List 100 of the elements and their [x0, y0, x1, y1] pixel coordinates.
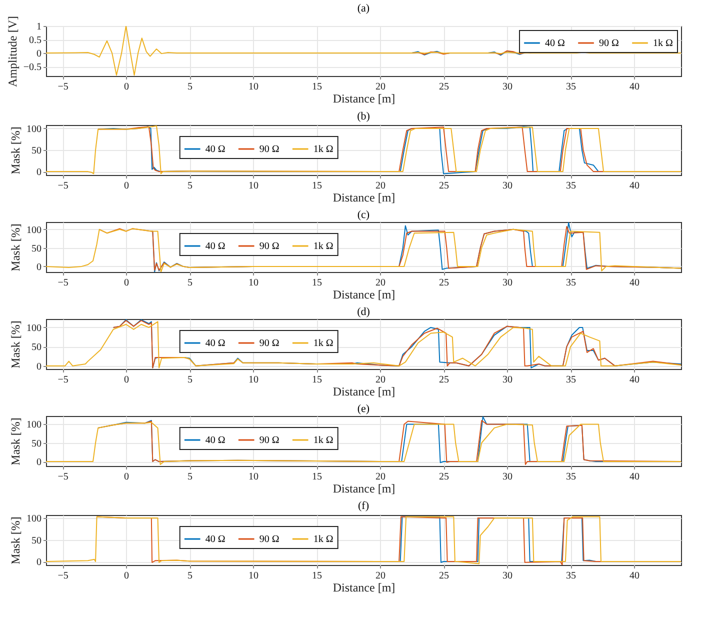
y-tick-label: 0 [36, 262, 42, 273]
x-axis-title: Distance [m] [332, 482, 396, 496]
x-tick-label: 20 [376, 82, 386, 92]
x-axis-title: Distance [m] [332, 384, 396, 398]
x-tick-label: 15 [312, 374, 322, 386]
legend-label: 1k Ω [653, 38, 673, 49]
y-tick-label: 100 [26, 420, 42, 431]
legend-label: 1k Ω [313, 144, 334, 155]
legend-label: 1k Ω [313, 338, 334, 349]
x-tick-label: 35 [566, 570, 576, 582]
x-tick-label: 40 [630, 374, 640, 386]
chart-title: (d) [357, 306, 370, 318]
x-tick-label: 10 [248, 82, 259, 92]
x-tick-label: 25 [439, 570, 450, 582]
x-tick-label: 35 [566, 472, 576, 482]
x-tick-label: 35 [566, 278, 576, 288]
legend-label: 40 Ω [205, 241, 226, 252]
x-tick-label: −5 [58, 82, 68, 92]
x-tick-label: 20 [376, 278, 386, 288]
x-tick-label: 25 [439, 180, 450, 192]
x-tick-label: 5 [188, 374, 193, 386]
x-tick-label: 30 [502, 180, 513, 192]
x-tick-label: 5 [188, 82, 193, 92]
x-tick-label: 20 [376, 472, 386, 482]
legend-label: 90 Ω [259, 241, 280, 252]
y-axis-title: Mask [%] [8, 516, 22, 564]
x-tick-label: 10 [248, 180, 259, 192]
x-tick-label: 0 [124, 570, 130, 582]
x-tick-label: 15 [312, 570, 322, 582]
x-tick-label: 0 [124, 374, 130, 386]
y-tick-label: 0 [36, 361, 42, 372]
x-tick-label: 30 [502, 570, 513, 582]
x-tick-label: 15 [312, 180, 322, 192]
x-tick-label: 0 [124, 82, 130, 92]
chart-title: (a) [357, 2, 370, 15]
x-tick-label: 40 [630, 180, 640, 192]
y-tick-label: 100 [26, 514, 42, 525]
legend-label: 1k Ω [313, 435, 334, 446]
x-tick-label: 10 [248, 374, 259, 386]
x-tick-label: 20 [376, 180, 386, 192]
x-tick-label: 25 [439, 82, 450, 92]
legend-label: 40 Ω [205, 144, 226, 155]
y-tick-label: 100 [26, 124, 42, 135]
x-axis-title: Distance [m] [332, 580, 396, 594]
y-tick-label: 50 [32, 438, 42, 450]
legend-label: 40 Ω [205, 338, 226, 349]
legend-label: 90 Ω [259, 144, 280, 155]
y-tick-label: 50 [32, 146, 42, 156]
chart-title: (f) [358, 500, 370, 512]
y-tick-label: 100 [26, 322, 42, 334]
x-tick-label: −5 [58, 570, 68, 582]
y-tick-label: 50 [32, 342, 42, 354]
x-tick-label: 35 [566, 82, 576, 92]
x-tick-label: 5 [188, 180, 193, 192]
x-tick-label: 0 [124, 472, 130, 482]
y-axis-title: Mask [%] [8, 320, 22, 368]
x-tick-label: −5 [58, 374, 68, 386]
y-tick-label: 50 [32, 535, 42, 546]
legend-label: 90 Ω [259, 338, 280, 349]
x-axis-title: Distance [m] [332, 190, 396, 204]
x-tick-label: 20 [376, 374, 386, 386]
legend-label: 40 Ω [205, 435, 226, 446]
x-tick-label: 10 [248, 472, 259, 482]
x-axis-title: Distance [m] [332, 288, 396, 302]
legend-label: 90 Ω [259, 534, 280, 545]
legend-label: 90 Ω [259, 435, 280, 446]
x-tick-label: 40 [630, 472, 640, 482]
x-tick-label: 35 [566, 180, 576, 192]
x-tick-label: 25 [439, 472, 450, 482]
y-tick-label: 0 [36, 167, 42, 178]
y-tick-label: 0 [36, 48, 42, 60]
x-tick-label: 35 [566, 374, 576, 386]
y-tick-label: 100 [26, 224, 42, 236]
x-tick-label: 30 [502, 472, 513, 482]
x-tick-label: 40 [630, 570, 640, 582]
x-tick-label: 5 [188, 570, 193, 582]
y-tick-label: 0 [36, 457, 42, 468]
y-tick-label: 0.5 [29, 35, 42, 46]
y-tick-label: 1 [36, 22, 42, 32]
y-tick-label: 50 [32, 243, 42, 254]
x-tick-label: 30 [502, 82, 513, 92]
x-axis-title: Distance [m] [332, 92, 396, 106]
x-tick-label: −5 [58, 472, 68, 482]
chart-title: (b) [357, 110, 370, 122]
x-tick-label: 25 [439, 278, 450, 288]
x-tick-label: 0 [124, 180, 130, 192]
legend-label: 1k Ω [313, 241, 334, 252]
x-tick-label: 15 [312, 278, 322, 288]
x-tick-label: 20 [376, 570, 386, 582]
x-tick-label: 10 [248, 278, 259, 288]
x-tick-label: −5 [58, 278, 68, 288]
x-tick-label: 15 [312, 82, 322, 92]
y-axis-title: Amplitude [V] [5, 16, 20, 87]
x-tick-label: 25 [439, 374, 450, 386]
x-tick-label: 40 [630, 278, 640, 288]
y-axis-title: Mask [%] [8, 418, 22, 466]
y-tick-label: −0.5 [23, 62, 42, 74]
y-tick-label: 0 [36, 557, 42, 568]
x-tick-label: 30 [502, 374, 513, 386]
x-tick-label: 10 [248, 570, 259, 582]
